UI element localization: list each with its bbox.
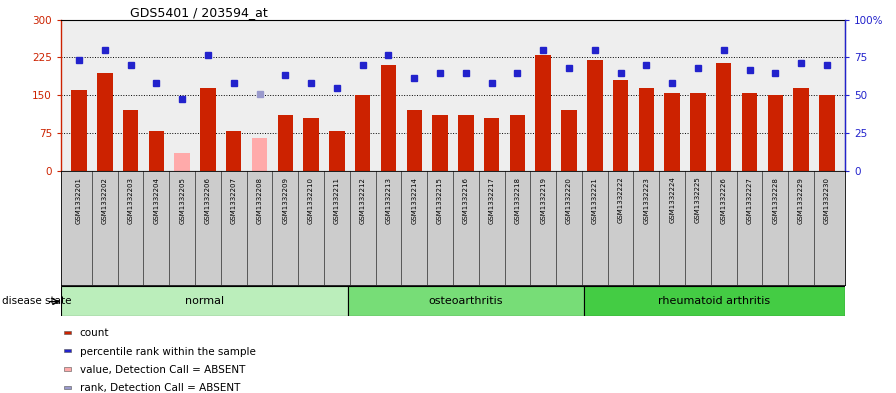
Text: GSM1332214: GSM1332214	[411, 177, 418, 224]
Bar	[349, 286, 583, 316]
Bar	[716, 62, 731, 171]
Bar	[61, 286, 349, 316]
Bar	[175, 153, 190, 171]
Bar	[226, 130, 241, 171]
Bar	[407, 110, 422, 171]
Bar	[355, 95, 370, 171]
Bar	[200, 88, 216, 171]
Text: GSM1332226: GSM1332226	[720, 177, 727, 224]
Text: GSM1332208: GSM1332208	[256, 177, 263, 224]
Bar	[123, 110, 138, 171]
Bar	[381, 65, 396, 171]
Text: GSM1332228: GSM1332228	[772, 177, 779, 224]
Bar	[536, 55, 551, 171]
Text: GSM1332203: GSM1332203	[127, 177, 134, 224]
Text: count: count	[80, 329, 109, 338]
Bar	[742, 93, 757, 171]
Text: GDS5401 / 203594_at: GDS5401 / 203594_at	[130, 6, 268, 19]
Text: GSM1332223: GSM1332223	[643, 177, 650, 224]
Text: GSM1332222: GSM1332222	[617, 177, 624, 223]
Bar	[64, 349, 71, 353]
Text: GSM1332210: GSM1332210	[308, 177, 314, 224]
Text: rheumatoid arthritis: rheumatoid arthritis	[659, 296, 771, 306]
Bar	[583, 286, 845, 316]
Bar	[768, 95, 783, 171]
Text: GSM1332227: GSM1332227	[746, 177, 753, 224]
Text: GSM1332230: GSM1332230	[824, 177, 830, 224]
Text: GSM1332209: GSM1332209	[282, 177, 289, 224]
Text: disease state: disease state	[2, 296, 72, 306]
Text: GSM1332212: GSM1332212	[359, 177, 366, 224]
Bar	[97, 73, 113, 171]
Bar	[690, 93, 706, 171]
Bar	[665, 93, 680, 171]
Text: GSM1332205: GSM1332205	[179, 177, 185, 224]
Bar	[64, 331, 71, 334]
Bar	[484, 118, 499, 171]
Text: GSM1332216: GSM1332216	[463, 177, 469, 224]
Text: GSM1332215: GSM1332215	[437, 177, 443, 224]
Bar	[64, 386, 71, 389]
Text: rank, Detection Call = ABSENT: rank, Detection Call = ABSENT	[80, 383, 240, 393]
Text: GSM1332219: GSM1332219	[540, 177, 547, 224]
Text: GSM1332206: GSM1332206	[205, 177, 211, 224]
Bar	[458, 116, 474, 171]
Text: osteoarthritis: osteoarthritis	[429, 296, 504, 306]
Bar	[819, 95, 834, 171]
Text: percentile rank within the sample: percentile rank within the sample	[80, 347, 255, 356]
Text: normal: normal	[185, 296, 224, 306]
Bar	[613, 80, 628, 171]
Bar	[587, 60, 602, 171]
Bar	[432, 116, 448, 171]
Bar	[64, 367, 71, 371]
Bar	[329, 130, 345, 171]
Text: value, Detection Call = ABSENT: value, Detection Call = ABSENT	[80, 365, 246, 375]
Text: GSM1332229: GSM1332229	[798, 177, 804, 224]
Text: GSM1332218: GSM1332218	[514, 177, 521, 224]
Bar	[561, 110, 577, 171]
Bar	[793, 88, 809, 171]
Text: GSM1332224: GSM1332224	[669, 177, 676, 223]
Bar	[639, 88, 654, 171]
Bar	[304, 118, 319, 171]
Bar	[72, 90, 87, 171]
Text: GSM1332221: GSM1332221	[591, 177, 598, 224]
Text: GSM1332211: GSM1332211	[334, 177, 340, 224]
Bar	[149, 130, 164, 171]
Bar	[510, 116, 525, 171]
Text: GSM1332217: GSM1332217	[488, 177, 495, 224]
Text: GSM1332204: GSM1332204	[153, 177, 159, 224]
Text: GSM1332202: GSM1332202	[102, 177, 108, 224]
Text: GSM1332220: GSM1332220	[566, 177, 572, 224]
Text: GSM1332225: GSM1332225	[695, 177, 701, 223]
Text: GSM1332201: GSM1332201	[76, 177, 82, 224]
Text: GSM1332207: GSM1332207	[230, 177, 237, 224]
Bar	[278, 116, 293, 171]
Text: GSM1332213: GSM1332213	[385, 177, 392, 224]
Bar	[252, 138, 267, 171]
